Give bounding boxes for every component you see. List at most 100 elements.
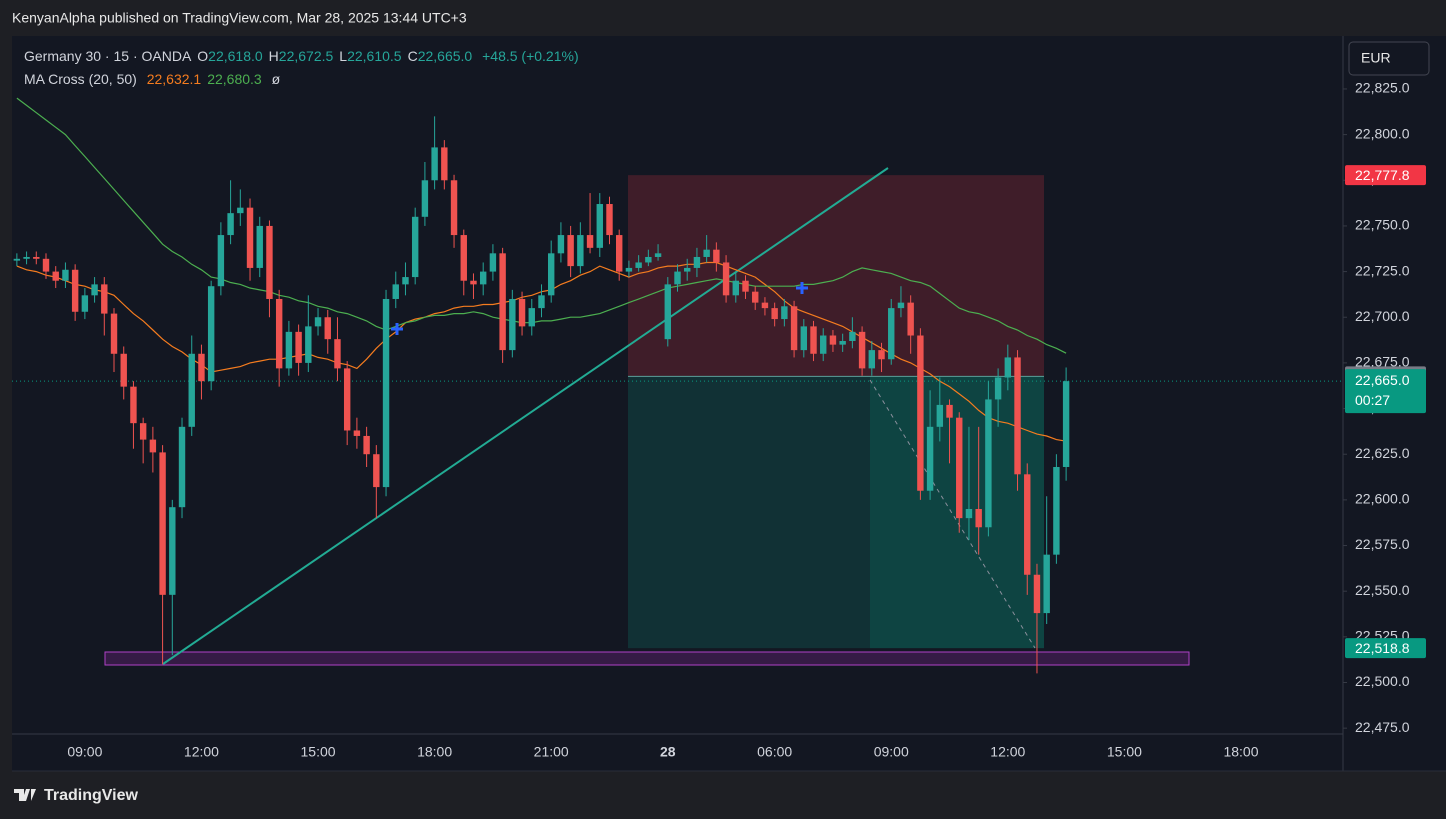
candle-body [897, 302, 905, 309]
candle-body [936, 404, 944, 427]
candle-body [878, 350, 885, 360]
candle-body [752, 291, 759, 303]
target-zone [628, 175, 1044, 377]
currency-box[interactable] [1348, 41, 1430, 76]
candle-body [101, 284, 108, 314]
candle-body [431, 147, 438, 181]
x-tick-label: 18:00 [1223, 744, 1258, 760]
candle-body [567, 235, 574, 267]
candle-body [188, 353, 195, 427]
candle-body [557, 235, 565, 254]
trend-line [162, 167, 889, 665]
candle-body [518, 298, 526, 327]
cross-signal [796, 282, 808, 294]
candle-body [441, 147, 448, 181]
candle-body [1004, 357, 1012, 378]
candle-body [888, 308, 895, 360]
candle-body [625, 267, 633, 272]
candle-body [829, 335, 837, 345]
cross-signal [391, 323, 403, 335]
x-tick-label: 12:00 [184, 744, 219, 760]
candle-body [421, 180, 429, 217]
candle-body [149, 439, 157, 453]
candle-body [693, 256, 701, 268]
price-label: 22,777.8 [1355, 167, 1410, 183]
candle-body [771, 308, 778, 320]
candle-body [1024, 474, 1031, 575]
x-tick-label: 21:00 [534, 744, 569, 760]
candle-body [654, 253, 662, 257]
legend-symbol: Germany 30 · 15 · OANDA [24, 48, 192, 64]
candle-body [450, 180, 458, 236]
time-axis [12, 734, 1343, 771]
countdown-label: 00:27 [1355, 392, 1390, 408]
y-tick-label: 22,550.0 [1355, 582, 1410, 598]
candle-body [839, 340, 846, 345]
candle-body [635, 262, 642, 268]
header-bar [0, 0, 1446, 36]
candle-body [509, 298, 516, 351]
legend-row: Germany 30 · 15 · OANDA O22,618.0 H22,672.… [24, 48, 579, 64]
candle-body [285, 331, 293, 369]
y-tick-label: 22,600.0 [1355, 491, 1410, 507]
candle-body [256, 225, 263, 268]
candle-body [159, 452, 166, 595]
candle-body [858, 331, 866, 369]
candle-body [275, 298, 283, 369]
y-tick-label: 22,475.0 [1355, 719, 1410, 735]
header-title: KenyanAlpha published on TradingView.com… [12, 10, 467, 26]
candle-body [139, 423, 147, 440]
candle-body [460, 235, 467, 281]
legend-change: +48.5 (+0.21%) [482, 48, 579, 64]
candle-body [975, 509, 982, 528]
candle-body [674, 271, 681, 285]
candle-body [907, 302, 914, 336]
brand: TradingView [44, 787, 139, 804]
price-label-box [1345, 638, 1426, 659]
x-tick-label: 18:00 [417, 744, 452, 760]
candle-body [1062, 381, 1070, 467]
candle-body [1043, 554, 1050, 614]
y-tick-label: 22,625.0 [1355, 445, 1410, 461]
indicator-extra: ø [271, 71, 281, 87]
candle-body [985, 399, 992, 528]
candle-body [169, 507, 176, 595]
candle-body [586, 235, 594, 248]
candle-body [713, 249, 720, 263]
candle-body [1033, 574, 1041, 614]
candle-body [246, 207, 254, 268]
candle-body [411, 216, 419, 278]
candle-body [849, 331, 856, 341]
y-tick-label: 22,700.0 [1355, 308, 1410, 324]
plot-area [12, 36, 1343, 734]
indicator-name: MA Cross (20, 50) [24, 71, 137, 87]
candle-body [684, 267, 691, 272]
indicator-values: 22,632.1 22,680.3 [141, 71, 262, 87]
x-tick-label: 15:00 [301, 744, 336, 760]
candle-body [800, 326, 808, 351]
candle-body [217, 235, 225, 287]
y-tick-label: 22,800.0 [1355, 125, 1410, 141]
candle-body [314, 317, 322, 327]
price-label: 22,665.0 [1355, 372, 1410, 388]
candle-body [33, 256, 40, 259]
candle-body [81, 295, 89, 312]
candle-body [499, 253, 506, 351]
candle-body [130, 386, 137, 424]
candle-body [732, 280, 739, 296]
candle-body [645, 256, 652, 263]
marks-layer [13, 97, 1070, 674]
legend-value: 22,672.5 [278, 48, 334, 64]
candle-body [198, 353, 205, 382]
candle-body [343, 368, 351, 431]
candle-body [528, 308, 535, 327]
candle-body [324, 317, 331, 340]
candle-body [120, 353, 127, 387]
candle-body [295, 331, 302, 363]
candle-body [703, 249, 710, 257]
candle-body [956, 417, 963, 519]
candle-body [237, 207, 244, 214]
legend-value: 22,618.0 [208, 48, 263, 64]
legend-fields: O22,618.0 H22,672.5 L22,610.5 C22,665.0 [191, 48, 472, 64]
